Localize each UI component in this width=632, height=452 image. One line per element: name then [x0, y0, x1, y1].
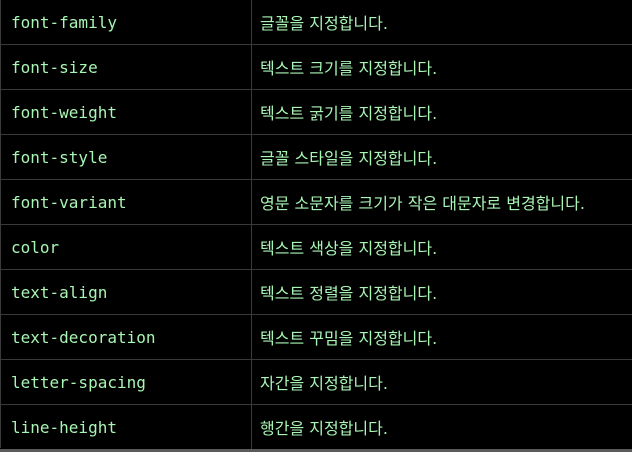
table-row: font-family 글꼴을 지정합니다. — [0, 0, 632, 45]
table-row: line-height 행간을 지정합니다. — [0, 405, 632, 450]
description-cell: 행간을 지정합니다. — [260, 419, 388, 438]
description-cell: 텍스트 색상을 지정합니다. — [260, 239, 438, 258]
description-cell: 텍스트 크기를 지정합니다. — [260, 59, 438, 78]
description-cell: 자간을 지정합니다. — [260, 374, 388, 393]
table-bottom-border — [0, 449, 632, 452]
property-cell: text-align — [0, 270, 252, 314]
property-cell: font-weight — [0, 90, 252, 134]
table-row: text-align 텍스트 정렬을 지정합니다. — [0, 270, 632, 315]
property-cell: font-size — [0, 45, 252, 89]
description-cell: 텍스트 꾸밈을 지정합니다. — [260, 329, 438, 348]
description-cell: 글꼴을 지정합니다. — [260, 14, 388, 33]
table-row: font-variant 영문 소문자를 크기가 작은 대문자로 변경합니다. — [0, 180, 632, 225]
property-cell: line-height — [0, 405, 252, 449]
table-row: font-size 텍스트 크기를 지정합니다. — [0, 45, 632, 90]
property-cell: text-decoration — [0, 315, 252, 359]
property-cell: font-style — [0, 135, 252, 179]
description-cell: 영문 소문자를 크기가 작은 대문자로 변경합니다. — [260, 194, 585, 213]
table-row: color 텍스트 색상을 지정합니다. — [0, 225, 632, 270]
table-row: font-style 글꼴 스타일을 지정합니다. — [0, 135, 632, 180]
description-cell: 글꼴 스타일을 지정합니다. — [260, 149, 438, 168]
property-cell: color — [0, 225, 252, 269]
table-left-border — [0, 0, 1, 448]
property-cell: font-variant — [0, 180, 252, 224]
table-row: letter-spacing 자간을 지정합니다. — [0, 360, 632, 405]
description-cell: 텍스트 정렬을 지정합니다. — [260, 284, 438, 303]
table-row: font-weight 텍스트 굵기를 지정합니다. — [0, 90, 632, 135]
table-row: text-decoration 텍스트 꾸밈을 지정합니다. — [0, 315, 632, 360]
property-cell: letter-spacing — [0, 360, 252, 404]
description-cell: 텍스트 굵기를 지정합니다. — [260, 104, 438, 123]
property-cell: font-family — [0, 0, 252, 44]
